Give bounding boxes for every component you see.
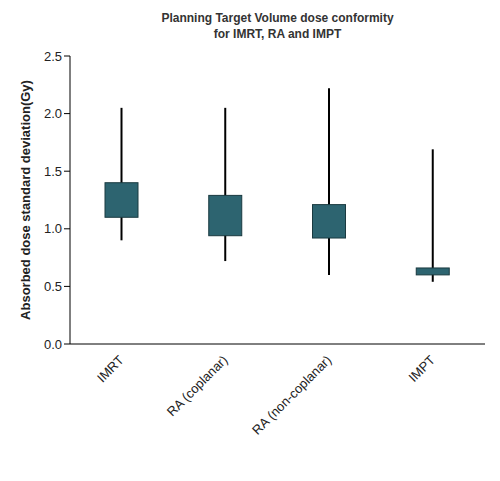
svg-text:0.5: 0.5 <box>44 279 62 294</box>
svg-text:1.0: 1.0 <box>44 221 62 236</box>
svg-text:1.5: 1.5 <box>44 164 62 179</box>
svg-text:RA (coplanar): RA (coplanar) <box>164 352 231 419</box>
svg-text:IMRT: IMRT <box>94 352 127 385</box>
html-text:Planning Target Volume dose co: Planning Target Volume dose conformity f… <box>161 11 394 41</box>
svg-text:RA (non-coplanar): RA (non-coplanar) <box>249 352 334 437</box>
svg-text:IMPT: IMPT <box>406 352 439 385</box>
svg-text:2.0: 2.0 <box>44 106 62 121</box>
svg-text:0.0: 0.0 <box>44 337 62 352</box>
svg-text:Absorbed dose standard deviati: Absorbed dose standard deviation(Gy) <box>18 80 33 320</box>
svg-text:2.5: 2.5 <box>44 49 62 64</box>
